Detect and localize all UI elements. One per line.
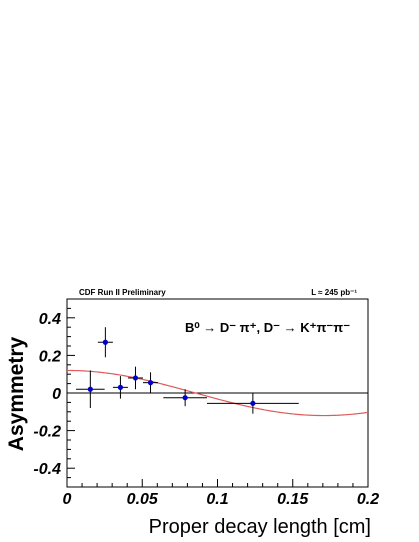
y-tick-label-0: 0.4: [39, 311, 61, 328]
decay-annotation: B⁰ → D⁻ π⁺, D⁻ → K⁺π⁻π⁻: [185, 320, 350, 335]
data-points-group: [76, 327, 299, 414]
fit-curve-group: [67, 369, 369, 417]
x-tick-label-1: 0.05: [127, 491, 159, 508]
header-right: L ≈ 245 pb⁻¹: [311, 288, 357, 297]
data-point-2: [117, 384, 124, 390]
y-tick-label-1: 0.2: [39, 348, 61, 365]
data-point-0: [87, 386, 93, 392]
fit-curve: [67, 369, 369, 417]
tick-labels-group: 0 0.05 0.1 0.15 0.2 0.4 0.2 0 -0.2 -0.4: [33, 311, 379, 508]
data-point-1: [102, 339, 108, 345]
x-tick-label-2: 0.1: [206, 491, 228, 508]
data-point-4: [147, 380, 154, 386]
data-point-5: [182, 395, 188, 401]
y-tick-label-3: -0.2: [33, 424, 61, 441]
y-axis-label: Asymmetry: [5, 336, 28, 451]
y-tick-label-2: 0: [52, 386, 61, 403]
x-tick-label-3: 0.15: [277, 491, 309, 508]
x-tick-label-4: 0.2: [357, 491, 379, 508]
x-tick-label-0: 0: [63, 491, 72, 508]
header-left: CDF Run II Preliminary: [79, 288, 166, 297]
y-tick-label-4: -0.4: [33, 461, 61, 478]
data-point-6: [250, 400, 256, 406]
data-point-3: [132, 375, 139, 381]
x-axis-label: Proper decay length [cm]: [149, 516, 371, 538]
